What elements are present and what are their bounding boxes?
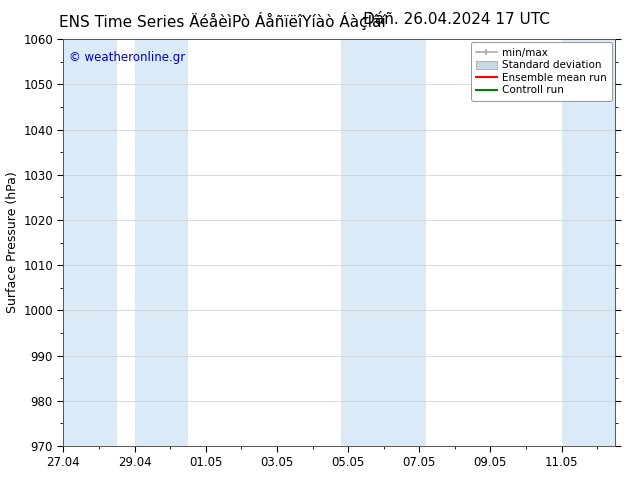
Text: © weatheronline.gr: © weatheronline.gr bbox=[69, 51, 185, 64]
Bar bbox=[63, 39, 117, 446]
Text: ENS Time Series ÄéåèìPò ÁåñïëîYíàò ÁàçÍâí: ENS Time Series ÄéåèìPò ÁåñïëîYíàò ÁàçÍâ… bbox=[58, 12, 385, 30]
Legend: min/max, Standard deviation, Ensemble mean run, Controll run: min/max, Standard deviation, Ensemble me… bbox=[470, 42, 612, 100]
Bar bbox=[341, 39, 427, 446]
Bar bbox=[134, 39, 188, 446]
Y-axis label: Surface Pressure (hPa): Surface Pressure (hPa) bbox=[6, 172, 19, 314]
Bar bbox=[562, 39, 615, 446]
Text: Đáñ. 26.04.2024 17 UTC: Đáñ. 26.04.2024 17 UTC bbox=[363, 12, 550, 27]
